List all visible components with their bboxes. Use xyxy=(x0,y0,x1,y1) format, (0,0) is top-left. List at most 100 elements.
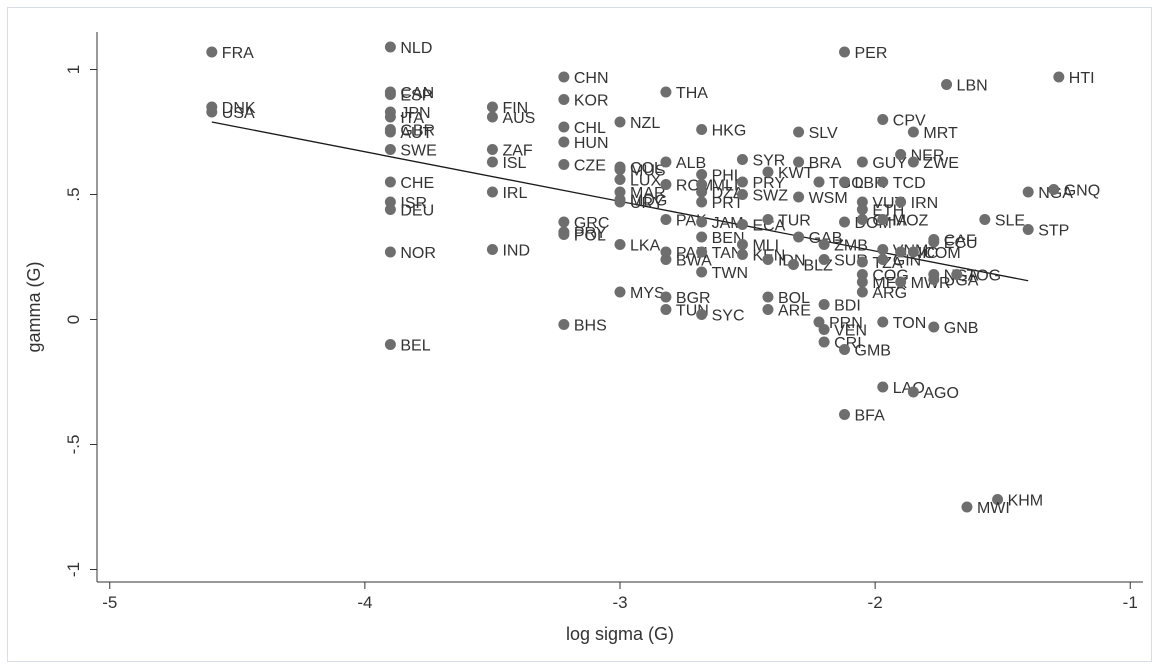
y-tick-label: -1 xyxy=(64,562,83,577)
data-point xyxy=(736,249,748,260)
data-point xyxy=(877,244,889,255)
point-label: MWI xyxy=(977,500,1010,517)
point-label: GAB xyxy=(809,230,843,247)
data-point xyxy=(818,254,830,265)
point-label: IND xyxy=(502,243,530,260)
point-label: URY xyxy=(630,195,664,212)
point-label: CHE xyxy=(400,175,434,192)
data-point xyxy=(895,196,907,208)
y-tick-label: -.5 xyxy=(64,435,83,455)
point-label: MYS xyxy=(630,285,665,302)
x-tick-label: -4 xyxy=(357,593,372,612)
data-point xyxy=(384,339,396,350)
data-point xyxy=(696,216,708,228)
data-point xyxy=(856,156,868,168)
point-label: ESP xyxy=(400,88,432,105)
data-point xyxy=(614,239,626,250)
data-point xyxy=(1022,224,1034,235)
data-point xyxy=(558,229,570,240)
data-point xyxy=(384,144,396,155)
point-label: KWT xyxy=(778,165,814,182)
data-point xyxy=(736,239,748,250)
data-point xyxy=(660,254,672,265)
point-label: ITA xyxy=(400,110,424,127)
point-label: ZMB xyxy=(834,238,868,255)
data-point xyxy=(907,156,919,168)
point-label: BRA xyxy=(809,155,842,172)
data-point xyxy=(839,344,851,355)
data-point xyxy=(696,246,708,258)
data-point xyxy=(907,126,919,138)
point-label: TUR xyxy=(778,213,811,230)
point-label: TOG xyxy=(967,268,1001,285)
data-point xyxy=(696,266,708,278)
point-label: CAN xyxy=(400,85,434,102)
point-label: BWA xyxy=(676,253,712,270)
data-point xyxy=(384,41,396,53)
data-point xyxy=(736,189,748,200)
data-point xyxy=(762,166,774,178)
data-point xyxy=(1048,184,1060,195)
data-point xyxy=(614,164,626,175)
point-label: AUS xyxy=(502,110,535,127)
data-point xyxy=(486,156,498,168)
point-label: POL xyxy=(574,228,606,245)
point-label: BEL xyxy=(400,338,430,355)
data-point xyxy=(877,114,889,125)
x-axis-title: log sigma (G) xyxy=(566,624,674,644)
data-point xyxy=(787,259,799,270)
x-tick-label: -5 xyxy=(102,593,117,612)
point-label: HKG xyxy=(712,123,747,140)
point-label: TWN xyxy=(712,265,748,282)
point-label: MAR xyxy=(630,185,666,202)
data-point xyxy=(696,186,708,198)
data-point xyxy=(907,246,919,258)
point-label: AUT xyxy=(400,125,432,142)
data-point xyxy=(818,239,830,250)
point-label: KOR xyxy=(574,93,609,110)
point-label: GRC xyxy=(574,215,610,232)
data-point xyxy=(558,319,570,330)
data-point xyxy=(558,136,570,148)
data-point xyxy=(206,46,218,58)
data-point xyxy=(856,204,868,215)
data-point xyxy=(941,79,953,90)
point-label: SLE xyxy=(995,213,1025,230)
data-point xyxy=(614,286,626,298)
point-label: LUX xyxy=(630,173,661,190)
point-label: ECA xyxy=(752,218,785,235)
data-point xyxy=(895,276,907,288)
data-point xyxy=(928,236,940,248)
point-label: ISL xyxy=(502,155,526,172)
data-point xyxy=(928,321,940,333)
data-point xyxy=(856,214,868,225)
data-point xyxy=(1053,71,1065,83)
point-label: LBR xyxy=(855,175,886,192)
data-point xyxy=(696,196,708,208)
point-label: TON xyxy=(893,315,926,332)
data-point xyxy=(877,381,889,393)
data-point xyxy=(907,386,919,398)
point-label: GNQ xyxy=(1064,183,1100,200)
point-label: TCD xyxy=(893,175,926,192)
data-point xyxy=(895,149,907,160)
point-label: SYR xyxy=(752,153,785,170)
point-label: COM xyxy=(923,245,960,262)
point-label: ZAF xyxy=(502,143,532,160)
point-label: SYC xyxy=(712,308,745,325)
point-label: CAF xyxy=(944,233,976,250)
point-label: LKA xyxy=(630,238,661,255)
data-point xyxy=(660,156,672,168)
point-label: STP xyxy=(1038,223,1069,240)
point-label: NLD xyxy=(400,40,432,57)
point-label: FIN xyxy=(502,100,528,117)
point-label: VEN xyxy=(834,323,867,340)
point-label: MUS xyxy=(630,163,666,180)
x-tick-label: -3 xyxy=(612,593,627,612)
point-label: CHN xyxy=(574,70,609,87)
point-label: BFA xyxy=(855,408,886,425)
point-label: DEU xyxy=(400,203,434,220)
data-point xyxy=(558,71,570,83)
data-point xyxy=(486,101,498,113)
